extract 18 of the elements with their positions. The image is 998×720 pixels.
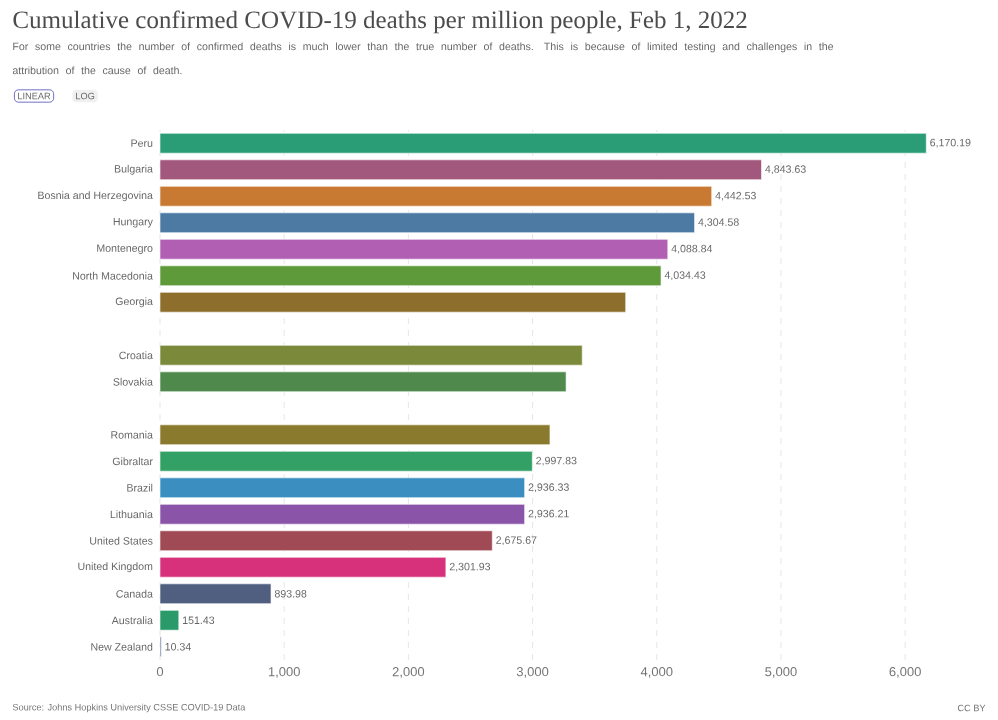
bar <box>159 583 272 604</box>
chart-title: Cumulative confirmed COVID-19 deaths per million people, Feb 1, 2022 <box>13 10 747 34</box>
bar <box>159 345 583 366</box>
bar <box>159 159 762 180</box>
bar <box>159 186 713 207</box>
bar <box>159 557 447 578</box>
bar <box>159 610 180 631</box>
bar <box>159 424 551 445</box>
bar <box>159 292 627 313</box>
bar <box>159 265 662 286</box>
bar <box>159 133 927 154</box>
bar <box>159 504 525 525</box>
bar <box>159 477 525 498</box>
bar <box>159 239 669 260</box>
bar <box>159 212 695 233</box>
bar <box>159 451 533 472</box>
bar <box>159 530 493 551</box>
bar <box>159 371 567 392</box>
